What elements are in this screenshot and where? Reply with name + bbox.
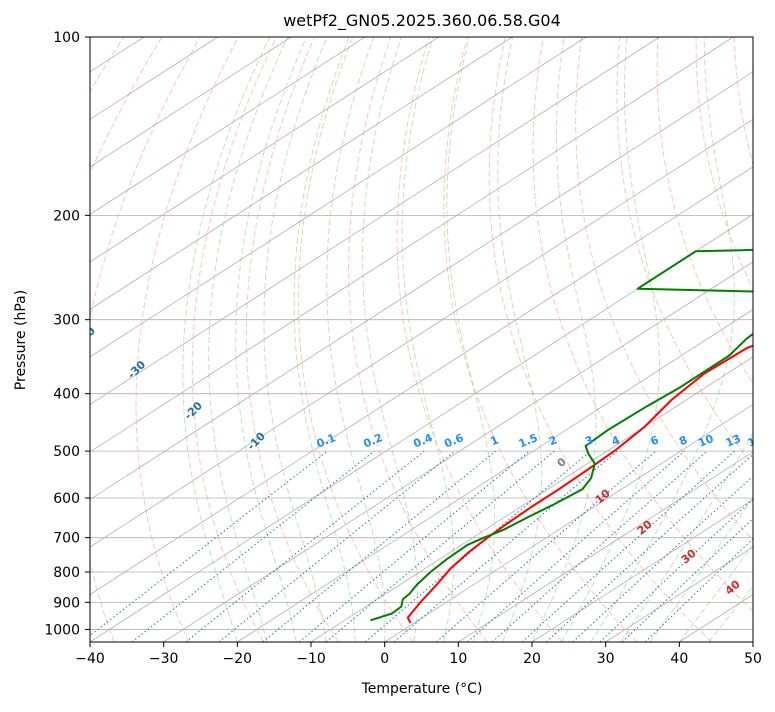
- x-tick-label: −10: [296, 651, 326, 667]
- dry-adiabat-line: [397, 37, 562, 642]
- moist-adiabat-line: [591, 37, 735, 642]
- isotherm-line: [0, 37, 586, 642]
- moist-adiabat-line: [620, 37, 775, 642]
- moist-adiabat-line: [294, 37, 355, 642]
- moist-adiabat-line: [327, 37, 385, 642]
- dry-adiabat-line: [298, 37, 413, 642]
- y-tick-label: 100: [53, 30, 80, 46]
- mixing-ratio-label: 0.4: [412, 431, 435, 450]
- mixing-ratio-line: [263, 451, 496, 642]
- moist-adiabat-line: [532, 37, 596, 642]
- dry-adiabat-line: [77, 37, 200, 642]
- x-tick-label: −20: [223, 651, 253, 667]
- mixing-ratio-line: [365, 451, 590, 642]
- mixing-ratio-label: 1: [488, 433, 500, 448]
- x-axis-label: Temperature (°C): [361, 681, 483, 697]
- y-tick-label: 400: [53, 387, 80, 403]
- dry-adiabat-label: -60: [0, 247, 18, 270]
- x-tick-label: 0: [380, 651, 389, 667]
- x-tick-label: 20: [523, 651, 541, 667]
- mixing-ratio-line: [600, 451, 775, 642]
- y-tick-label: 700: [53, 531, 80, 547]
- isotherm-line: [0, 37, 733, 642]
- y-tick-label: 300: [53, 313, 80, 329]
- dry-adiabat-label: -50: [31, 288, 54, 311]
- isotherm-line: [385, 37, 775, 642]
- isotherm-line: [0, 37, 512, 642]
- moist-adiabat-line: [363, 37, 418, 642]
- y-tick-label: 1000: [44, 622, 80, 638]
- moist-adiabat-line: [209, 37, 288, 642]
- y-tick-label: 200: [53, 208, 80, 224]
- moist-adiabat-line: [183, 37, 270, 642]
- dry-adiabat-line: [489, 37, 712, 642]
- plot-frame: [90, 37, 753, 642]
- moist-adiabat-line: [650, 37, 775, 642]
- mixing-ratio-label: 0.1: [315, 431, 338, 450]
- mixing-ratio-label: 16: [746, 432, 765, 450]
- y-tick-label: 500: [53, 444, 80, 460]
- isotherm-line: [0, 37, 365, 642]
- isotherm-line: [458, 37, 775, 642]
- mixing-ratio-label: 4: [610, 433, 622, 448]
- mixing-ratio-label: 0.2: [362, 431, 385, 450]
- moist-adiabat-line: [402, 37, 454, 642]
- isotherm-line: [532, 37, 775, 642]
- mixing-ratio-line: [326, 451, 554, 642]
- isotherm-line: [237, 37, 775, 642]
- dry-adiabat-line: [657, 37, 775, 642]
- x-tick-label: −30: [149, 651, 179, 667]
- dry-adiabat-line: [246, 37, 338, 642]
- moist-adiabat-label: 10: [593, 486, 613, 506]
- y-tick-label: 900: [53, 595, 80, 611]
- dry-adiabat-label: -20: [182, 399, 205, 422]
- mixing-ratio-line: [82, 451, 328, 642]
- y-axis-label: Pressure (hPa): [13, 290, 29, 390]
- isotherm-line: [16, 37, 775, 642]
- mixing-ratio-label: 6: [649, 433, 661, 448]
- mixing-ratio-label: 0.6: [442, 431, 465, 450]
- mixing-ratio-line: [394, 451, 617, 642]
- x-tick-label: 10: [449, 651, 467, 667]
- moist-adiabat-line: [498, 37, 542, 642]
- isotherm-line: [311, 37, 775, 642]
- isotherm-line: [0, 37, 291, 642]
- x-tick-label: 40: [670, 651, 688, 667]
- dry-adiabat-line: [349, 37, 488, 642]
- moist-adiabat-label: 0: [555, 455, 569, 470]
- mixing-ratio-label: 8: [677, 433, 689, 448]
- x-tick-label: 50: [744, 651, 762, 667]
- dry-adiabat-label: -10: [245, 429, 268, 452]
- mixing-ratio-label: 13: [724, 432, 743, 450]
- mixing-ratio-line: [132, 451, 374, 642]
- y-tick-label: 800: [53, 565, 80, 581]
- dry-adiabat-line: [444, 37, 637, 642]
- isotherm-line: [0, 37, 439, 642]
- mixing-ratio-line: [219, 451, 455, 642]
- dry-adiabat-line: [696, 37, 775, 642]
- isotherm-line: [0, 37, 70, 642]
- mixing-ratio-label: 1.5: [517, 431, 540, 450]
- isotherm-line: [0, 37, 218, 642]
- y-tick-label: 600: [53, 491, 80, 507]
- moist-adiabat-label: 20: [635, 517, 655, 537]
- mixing-ratio-label: 20: [770, 432, 775, 450]
- mixing-ratio-line: [573, 451, 775, 642]
- mixing-ratio-label: 10: [696, 432, 715, 450]
- dry-adiabat-label: -30: [125, 358, 148, 381]
- x-tick-label: −40: [75, 651, 105, 667]
- x-tick-label: 30: [597, 651, 615, 667]
- chart-title: wetPf2_GN05.2025.360.06.58.G04: [283, 11, 561, 31]
- isotherm-line: [753, 37, 775, 642]
